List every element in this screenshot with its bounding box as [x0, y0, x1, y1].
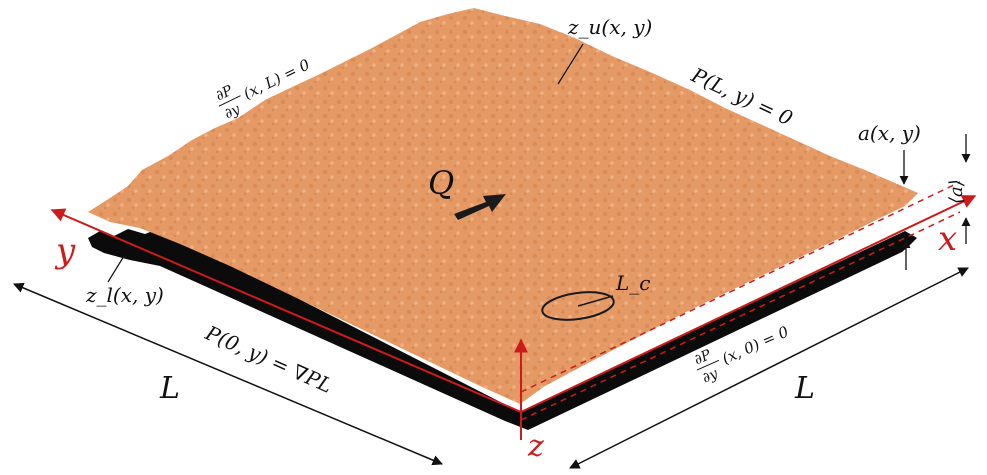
- bc-dPdy-xL-fraction-bar: [218, 95, 241, 107]
- lower-surface: [88, 228, 917, 430]
- y-axis-label: y: [54, 231, 76, 271]
- bc-dPdy-x0-fraction-bar: [696, 359, 720, 371]
- Q-label: Q: [428, 164, 454, 202]
- L-left-label: L: [159, 371, 180, 406]
- a-mean-label: ⟨a⟩: [946, 179, 967, 204]
- Lc-label: L_c: [615, 271, 650, 295]
- zl-leader: [107, 255, 125, 283]
- x-axis-label: x: [938, 219, 957, 259]
- zu-label: z_u(x, y): [567, 15, 652, 39]
- bc-dPdy-x0-denominator: ∂y: [700, 365, 721, 386]
- correlation-radius: [577, 295, 614, 307]
- zl-label: z_l(x, y): [85, 283, 164, 307]
- a-xy-label: a(x, y): [858, 121, 921, 145]
- L-left-arrow: [13, 282, 443, 466]
- bc-dPdy-xL-numerator: ∂P: [213, 82, 236, 104]
- flow-arrow: [454, 194, 506, 220]
- zu-leader: [557, 43, 584, 85]
- z-axis-label: z: [527, 429, 544, 464]
- L-right-arrow: [569, 267, 969, 469]
- L-right-label: L: [794, 371, 815, 406]
- bc-dPdy-x0-numerator: ∂P: [692, 347, 714, 369]
- correlation-ellipse: [541, 291, 615, 321]
- upper-surface-texture: [88, 8, 918, 404]
